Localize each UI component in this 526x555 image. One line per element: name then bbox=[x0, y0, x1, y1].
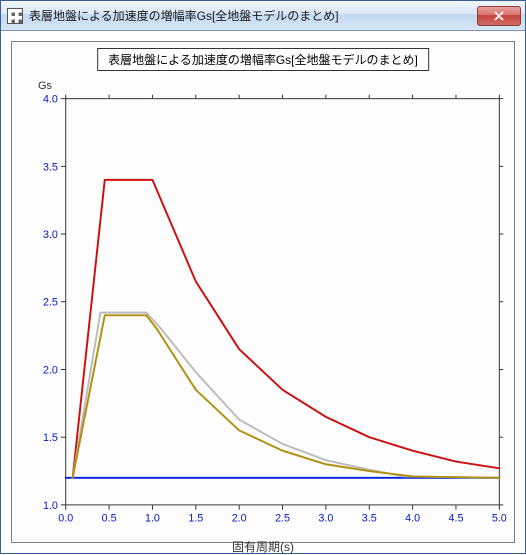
svg-text:1.0: 1.0 bbox=[145, 512, 160, 524]
series-olive bbox=[73, 315, 500, 478]
chart-plot: 0.0 0.5 1.0 1.5 2.0 2.5 3.0 3.5 4.0 4.5 5.0 1.0 1.5 2… bbox=[12, 42, 514, 542]
svg-text:4.0: 4.0 bbox=[43, 94, 58, 106]
svg-text:1.0: 1.0 bbox=[43, 500, 58, 512]
window-title: 表層地盤による加速度の増幅率Gs[全地盤モデルのまとめ] bbox=[29, 7, 477, 24]
chart-panel: 表層地盤による加速度の増幅率Gs[全地盤モデルのまとめ] 0.00.51.01.… bbox=[11, 41, 515, 543]
svg-text:1.5: 1.5 bbox=[188, 512, 203, 524]
svg-text:1.5: 1.5 bbox=[43, 432, 58, 444]
svg-text:5.0: 5.0 bbox=[492, 512, 507, 524]
svg-text:0.0: 0.0 bbox=[58, 512, 73, 524]
svg-text:4.0: 4.0 bbox=[405, 512, 420, 524]
close-icon bbox=[493, 11, 505, 21]
svg-text:2.5: 2.5 bbox=[275, 512, 290, 524]
x-axis-label: 固有周期(s) bbox=[232, 538, 294, 555]
app-window: 表層地盤による加速度の増幅率Gs[全地盤モデルのまとめ] 表層地盤による加速度の… bbox=[0, 0, 526, 554]
y-axis-label: Gs bbox=[38, 80, 52, 92]
titlebar: 表層地盤による加速度の増幅率Gs[全地盤モデルのまとめ] bbox=[1, 1, 525, 31]
svg-text:3.5: 3.5 bbox=[362, 512, 377, 524]
svg-text:3.5: 3.5 bbox=[43, 161, 58, 173]
close-button[interactable] bbox=[477, 6, 521, 26]
svg-text:4.5: 4.5 bbox=[449, 512, 464, 524]
svg-text:2.5: 2.5 bbox=[43, 297, 58, 309]
app-icon bbox=[7, 8, 23, 24]
svg-text:3.0: 3.0 bbox=[43, 229, 58, 241]
svg-text:2.0: 2.0 bbox=[43, 364, 58, 376]
svg-text:2.0: 2.0 bbox=[232, 512, 247, 524]
client-area: 表層地盤による加速度の増幅率Gs[全地盤モデルのまとめ] 0.00.51.01.… bbox=[1, 31, 525, 553]
svg-text:0.5: 0.5 bbox=[102, 512, 117, 524]
series-gray bbox=[73, 313, 500, 478]
svg-text:3.0: 3.0 bbox=[318, 512, 333, 524]
series-red bbox=[73, 180, 500, 478]
